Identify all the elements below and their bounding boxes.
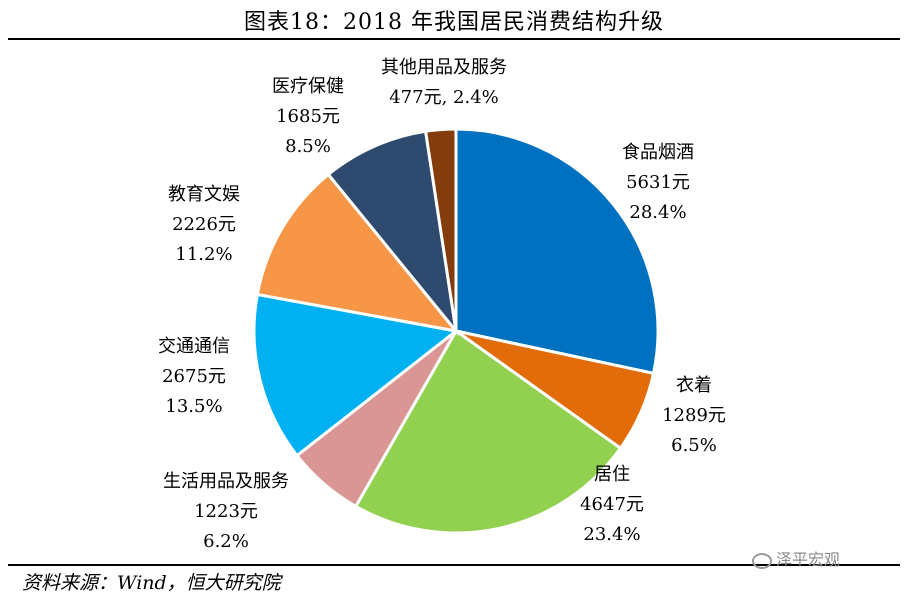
slice-percent-label: 28.4% [629, 202, 686, 223]
source-note: 资料来源：Wind，恒大研究院 [22, 572, 281, 594]
slice-label-0: 食品烟酒 5631元 28.4% [622, 142, 694, 223]
slice-label-7: 其他用品及服务 477元, 2.4% [381, 57, 507, 108]
slice-label-3: 生活用品及服务 1223元 6.2% [163, 471, 289, 552]
bottom-rule [8, 564, 900, 566]
pie-slice-5 [255, 172, 460, 334]
slice-label-2: 居住 4647元 23.4% [580, 464, 644, 545]
slice-percent-label: 13.5% [165, 396, 222, 417]
slice-name-label: 生活用品及服务 [163, 471, 289, 492]
slice-name-label: 食品烟酒 [622, 142, 694, 163]
slice-name-label: 居住 [594, 464, 630, 485]
slice-label-6: 医疗保健 1685元 8.5% [272, 76, 344, 157]
slice-value-label: 2675元 [162, 366, 226, 387]
slice-percent-label: 11.2% [175, 244, 232, 265]
slice-name-label: 交通通信 [158, 336, 230, 357]
slice-percent-label: 6.2% [203, 531, 249, 552]
slice-value-label: 5631元 [626, 172, 690, 193]
slice-value-label: 1289元 [662, 405, 726, 426]
slice-percent-label: 23.4% [583, 524, 640, 545]
slice-value-label: 1685元 [276, 106, 340, 127]
slice-name-label: 衣着 [676, 375, 712, 396]
pie-slice-7 [423, 127, 458, 332]
pie-slice-2 [353, 328, 623, 535]
pie-slice-6 [326, 129, 459, 337]
slice-name-label: 教育文娱 [168, 184, 240, 205]
slice-percent-label: 8.5% [285, 136, 331, 157]
pie-slice-4 [252, 292, 460, 458]
slice-label-1: 衣着 1289元 6.5% [662, 375, 726, 456]
slice-percent-label: 6.5% [671, 435, 717, 456]
pie-slice-0 [454, 127, 660, 376]
slice-label-5: 教育文娱 2226元 11.2% [168, 184, 240, 265]
top-rule [8, 38, 900, 40]
slice-name-label: 其他用品及服务 [381, 57, 507, 78]
slice-value-label: 4647元 [580, 494, 644, 515]
slice-label-4: 交通通信 2675元 13.5% [158, 336, 230, 417]
slice-value-label: 477元, 2.4% [389, 87, 499, 108]
slice-name-label: 医疗保健 [272, 76, 344, 97]
slice-value-label: 1223元 [194, 501, 258, 522]
wechat-icon [752, 552, 772, 569]
watermark-text: 泽平宏观 [776, 550, 841, 569]
slice-value-label: 2226元 [172, 214, 236, 235]
chart-title: 图表18：2018 年我国居民消费结构升级 [244, 10, 664, 35]
watermark: 泽平宏观 [752, 546, 840, 570]
